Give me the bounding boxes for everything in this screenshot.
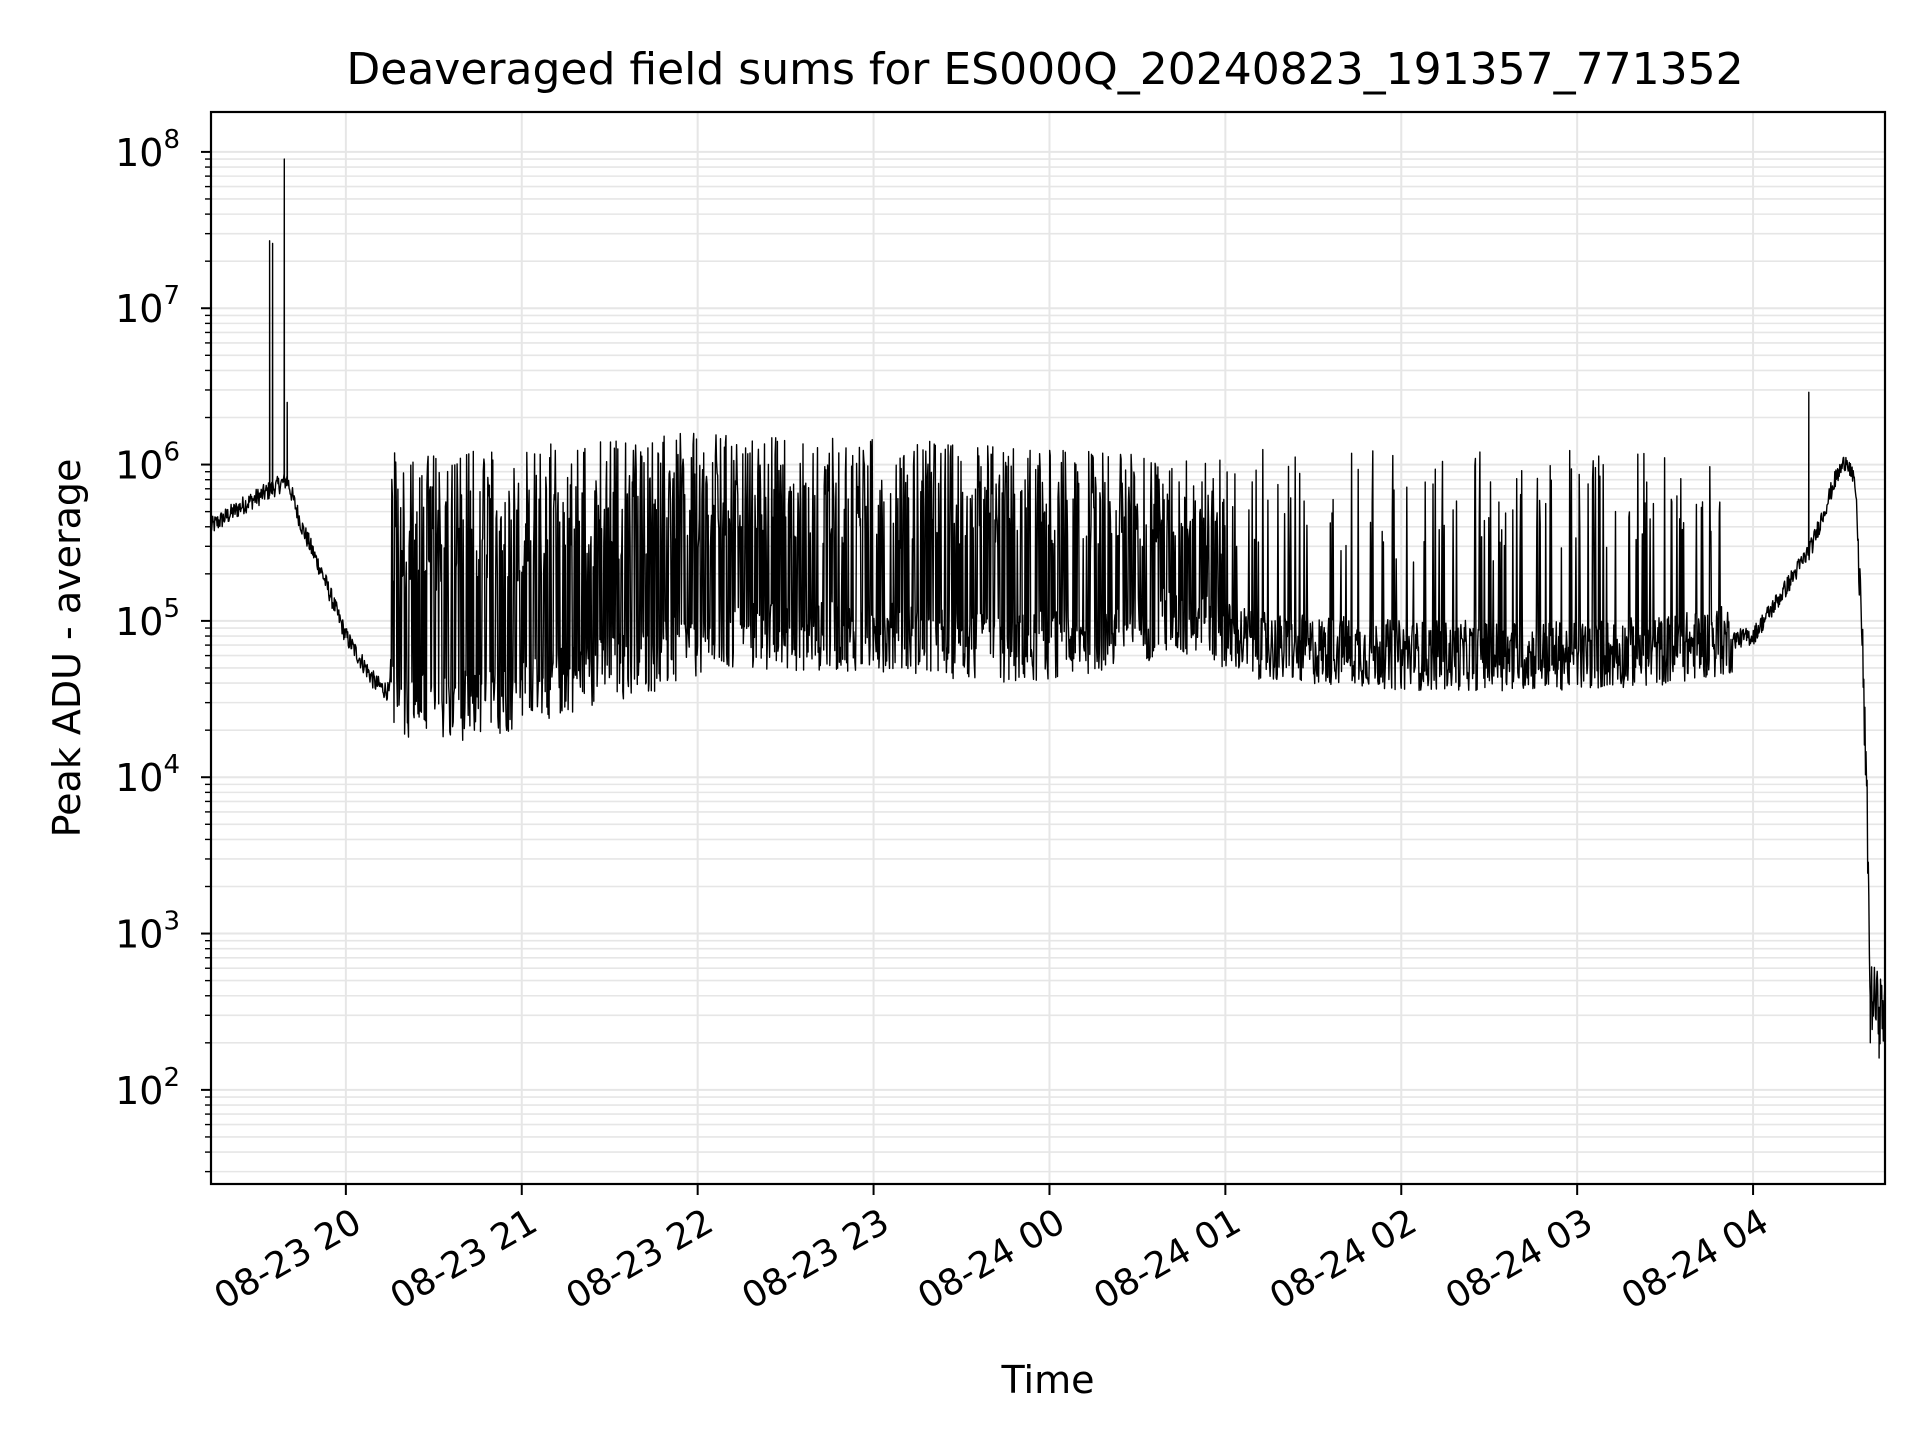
y-axis-label: Peak ADU - average bbox=[45, 459, 89, 838]
grid bbox=[211, 112, 1885, 1184]
y-tick-label: 102 bbox=[115, 1063, 180, 1113]
y-tick-label: 103 bbox=[115, 907, 180, 957]
y-axis: 102 103 104 105 106 107 108 bbox=[115, 125, 211, 1173]
series-line bbox=[210, 158, 1886, 1059]
chart-title: Deaveraged field sums for ES000Q_2024082… bbox=[346, 44, 1743, 95]
x-axis-label: Time bbox=[1001, 1358, 1095, 1402]
y-tick-label: 106 bbox=[115, 438, 180, 488]
y-tick-label: 105 bbox=[115, 594, 180, 644]
y-tick-label: 108 bbox=[115, 125, 180, 175]
y-tick-label: 104 bbox=[115, 750, 180, 800]
plot-frame bbox=[209, 110, 1887, 1186]
y-tick-label: 107 bbox=[115, 281, 180, 331]
series-path bbox=[210, 158, 1886, 1059]
